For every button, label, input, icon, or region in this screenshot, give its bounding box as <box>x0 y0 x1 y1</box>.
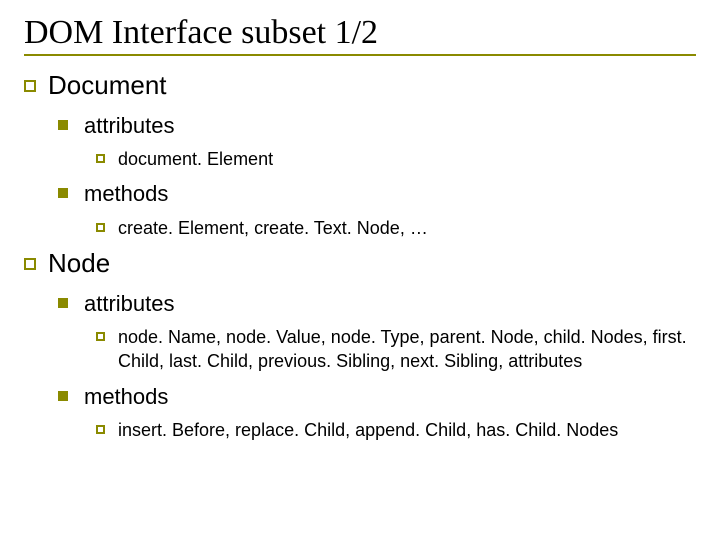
item-label: document. Element <box>118 149 273 169</box>
item-label: methods <box>84 384 168 409</box>
list-item: methods insert. Before, replace. Child, … <box>58 380 696 442</box>
list-item: Node attributes node. Name, node. Value,… <box>24 246 696 442</box>
outline-level-3: node. Name, node. Value, node. Type, par… <box>96 325 696 374</box>
list-item: insert. Before, replace. Child, append. … <box>96 418 696 442</box>
outline-level-3: document. Element <box>96 147 696 171</box>
item-label: Node <box>48 248 110 278</box>
outline-level-3: insert. Before, replace. Child, append. … <box>96 418 696 442</box>
item-label: create. Element, create. Text. Node, … <box>118 218 428 238</box>
list-item: methods create. Element, create. Text. N… <box>58 177 696 239</box>
title-underline <box>24 54 696 56</box>
list-item: node. Name, node. Value, node. Type, par… <box>96 325 696 374</box>
item-label: insert. Before, replace. Child, append. … <box>118 420 618 440</box>
item-label: node. Name, node. Value, node. Type, par… <box>118 327 687 371</box>
slide-title: DOM Interface subset 1/2 <box>24 14 696 52</box>
list-item: document. Element <box>96 147 696 171</box>
outline-level-1: Document attributes document. Element me… <box>24 68 696 442</box>
item-label: attributes <box>84 291 175 316</box>
list-item: create. Element, create. Text. Node, … <box>96 216 696 240</box>
list-item: Document attributes document. Element me… <box>24 68 696 240</box>
slide: DOM Interface subset 1/2 Document attrib… <box>0 0 720 464</box>
item-label: Document <box>48 70 167 100</box>
item-label: methods <box>84 181 168 206</box>
outline-level-2: attributes node. Name, node. Value, node… <box>58 287 696 442</box>
item-label: attributes <box>84 113 175 138</box>
outline-level-3: create. Element, create. Text. Node, … <box>96 216 696 240</box>
outline-level-2: attributes document. Element methods cre… <box>58 109 696 240</box>
list-item: attributes document. Element <box>58 109 696 171</box>
list-item: attributes node. Name, node. Value, node… <box>58 287 696 374</box>
